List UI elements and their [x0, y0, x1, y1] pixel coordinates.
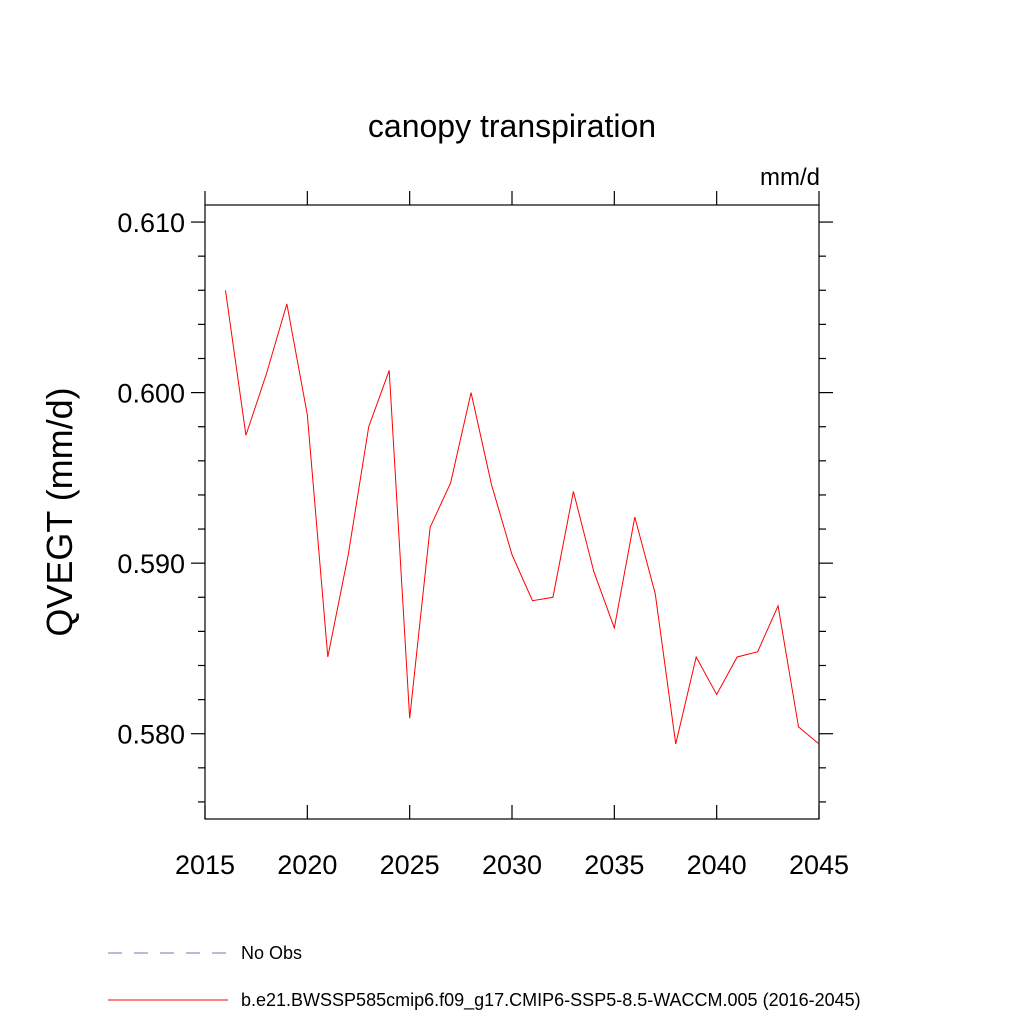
series-line: [224, 290, 820, 745]
plot-frame: [204, 204, 820, 820]
x-tick-label: 2035: [584, 850, 644, 880]
x-tick-label: 2020: [277, 850, 337, 880]
x-tick-label: 2045: [789, 850, 849, 880]
y-axis-label: QVEGT (mm/d): [39, 387, 80, 636]
legend-label: No Obs: [241, 943, 302, 963]
x-tick-label: 2025: [380, 850, 440, 880]
y-tick-label: 0.590: [117, 549, 185, 579]
y-tick-label: 0.580: [117, 720, 185, 750]
legend-label: b.e21.BWSSP585cmip6.f09_g17.CMIP6-SSP5-8…: [241, 990, 861, 1011]
x-tick-label: 2030: [482, 850, 542, 880]
legend: No Obs b.e21.BWSSP585cmip6.f09_g17.CMIP6-…: [108, 943, 861, 1011]
series-layer: [224, 290, 820, 745]
y-tick-label: 0.600: [117, 379, 185, 409]
x-tick-label: 2040: [687, 850, 747, 880]
units-label: mm/d: [760, 164, 820, 191]
axis-ticks: 2015 2020 2025 2030 2035 2040 2045 0.580 0.590 0.…: [117, 191, 849, 880]
x-tick-label: 2015: [175, 850, 235, 880]
y-tick-label: 0.610: [117, 208, 185, 238]
chart-title: canopy transpiration: [368, 108, 656, 144]
